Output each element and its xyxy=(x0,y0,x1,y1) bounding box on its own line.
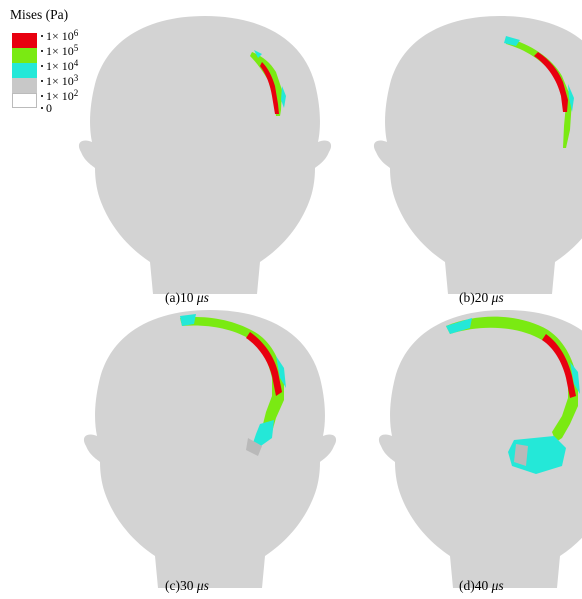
stress-legend: Mises (Pa) 1× 106 1× 105 1× 104 1× 103 1… xyxy=(10,7,130,117)
panel-d-stress-band xyxy=(446,316,580,474)
legend-tick-label: 1× 105 xyxy=(41,42,78,57)
legend-tick-label: 1× 102 xyxy=(41,87,78,102)
panel-b-stress-band xyxy=(504,36,574,148)
legend-swatch-gray xyxy=(12,78,37,93)
legend-swatch-white xyxy=(12,93,37,108)
legend-swatch-cyan xyxy=(12,63,37,78)
legend-swatch-red xyxy=(12,33,37,48)
panel-c-head xyxy=(83,310,337,588)
legend-tick-label: 1× 103 xyxy=(41,72,78,87)
caption-panel-c: (c)30 μs xyxy=(165,578,209,593)
caption-panel-b: (b)20 μs xyxy=(459,290,504,305)
legend-swatch-green xyxy=(12,48,37,63)
panel-b-head xyxy=(373,16,582,294)
caption-panel-d: (d)40 μs xyxy=(459,578,504,593)
legend-title: Mises (Pa) xyxy=(10,7,69,22)
legend-tick-label: 1× 104 xyxy=(41,57,78,72)
legend-tick-label: 0 xyxy=(41,102,52,114)
legend-tick-label: 1× 106 xyxy=(41,27,78,42)
panel-c-stress-band xyxy=(180,314,286,456)
caption-panel-a: (a)10 μs xyxy=(165,290,209,305)
panel-a-stress-band xyxy=(250,50,286,116)
